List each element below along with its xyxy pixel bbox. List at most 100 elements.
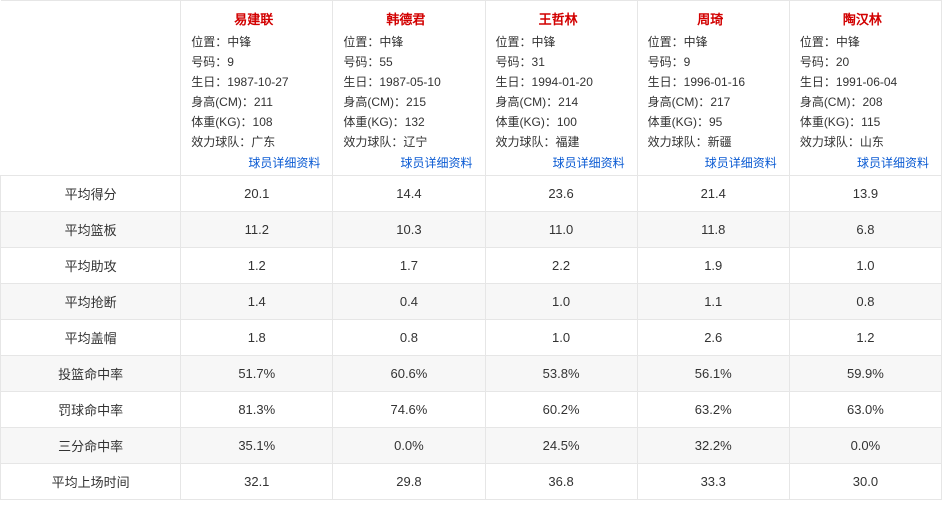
stat-value: 60.2% xyxy=(485,392,637,428)
player-detail-link[interactable]: 球员详细资料 xyxy=(343,154,478,171)
stat-value: 36.8 xyxy=(485,464,637,500)
player-header-cell: 王哲林 位置：中锋 号码：31 生日：1994-01-20 身高(CM)：214… xyxy=(485,1,637,176)
stat-value: 2.6 xyxy=(637,320,789,356)
stat-value: 29.8 xyxy=(333,464,485,500)
stat-value: 32.1 xyxy=(181,464,333,500)
stat-row: 平均得分20.114.423.621.413.9 xyxy=(1,176,942,212)
player-team: 效力球队：山东 xyxy=(800,132,935,152)
player-detail-link[interactable]: 球员详细资料 xyxy=(648,154,783,171)
player-detail-link[interactable]: 球员详细资料 xyxy=(191,154,326,171)
stat-value: 59.9% xyxy=(789,356,941,392)
player-detail-link[interactable]: 球员详细资料 xyxy=(800,154,935,171)
player-team: 效力球队：广东 xyxy=(191,132,326,152)
stat-value: 63.2% xyxy=(637,392,789,428)
player-birthday: 生日：1996-01-16 xyxy=(648,72,783,92)
player-number: 号码：9 xyxy=(191,52,326,72)
stat-value: 11.8 xyxy=(637,212,789,248)
stat-row: 平均篮板11.210.311.011.86.8 xyxy=(1,212,942,248)
player-weight: 体重(KG)：95 xyxy=(648,112,783,132)
stat-value: 1.4 xyxy=(181,284,333,320)
player-team: 效力球队：福建 xyxy=(496,132,631,152)
stat-label: 平均篮板 xyxy=(1,212,181,248)
stat-value: 1.0 xyxy=(485,320,637,356)
stat-value: 0.8 xyxy=(789,284,941,320)
stat-label: 罚球命中率 xyxy=(1,392,181,428)
player-birthday: 生日：1987-05-10 xyxy=(343,72,478,92)
stat-value: 0.4 xyxy=(333,284,485,320)
player-height: 身高(CM)：211 xyxy=(191,92,326,112)
player-header-cell: 韩德君 位置：中锋 号码：55 生日：1987-05-10 身高(CM)：215… xyxy=(333,1,485,176)
stat-row: 三分命中率35.1%0.0%24.5%32.2%0.0% xyxy=(1,428,942,464)
player-number: 号码：9 xyxy=(648,52,783,72)
player-position: 位置：中锋 xyxy=(648,32,783,52)
stat-row: 投篮命中率51.7%60.6%53.8%56.1%59.9% xyxy=(1,356,942,392)
player-name: 韩德君 xyxy=(333,9,478,28)
stat-label: 平均助攻 xyxy=(1,248,181,284)
stat-row: 罚球命中率81.3%74.6%60.2%63.2%63.0% xyxy=(1,392,942,428)
player-position: 位置：中锋 xyxy=(343,32,478,52)
stat-value: 56.1% xyxy=(637,356,789,392)
stat-row: 平均上场时间32.129.836.833.330.0 xyxy=(1,464,942,500)
player-weight: 体重(KG)：132 xyxy=(343,112,478,132)
player-header-cell: 陶汉林 位置：中锋 号码：20 生日：1991-06-04 身高(CM)：208… xyxy=(789,1,941,176)
stat-value: 33.3 xyxy=(637,464,789,500)
stat-value: 6.8 xyxy=(789,212,941,248)
stat-row: 平均助攻1.21.72.21.91.0 xyxy=(1,248,942,284)
player-weight: 体重(KG)：108 xyxy=(191,112,326,132)
stats-body: 平均得分20.114.423.621.413.9平均篮板11.210.311.0… xyxy=(1,176,942,500)
stat-value: 20.1 xyxy=(181,176,333,212)
stat-value: 1.9 xyxy=(637,248,789,284)
stat-label: 三分命中率 xyxy=(1,428,181,464)
stat-value: 81.3% xyxy=(181,392,333,428)
player-weight: 体重(KG)：115 xyxy=(800,112,935,132)
player-birthday: 生日：1991-06-04 xyxy=(800,72,935,92)
stat-value: 1.0 xyxy=(485,284,637,320)
player-name: 陶汉林 xyxy=(790,9,935,28)
player-team: 效力球队：新疆 xyxy=(648,132,783,152)
stat-value: 53.8% xyxy=(485,356,637,392)
player-number: 号码：55 xyxy=(343,52,478,72)
stat-value: 1.0 xyxy=(789,248,941,284)
stat-value: 11.2 xyxy=(181,212,333,248)
player-name: 周琦 xyxy=(638,9,783,28)
stat-label: 平均盖帽 xyxy=(1,320,181,356)
player-name: 王哲林 xyxy=(486,9,631,28)
stat-value: 1.8 xyxy=(181,320,333,356)
stat-label: 平均得分 xyxy=(1,176,181,212)
stat-value: 2.2 xyxy=(485,248,637,284)
stat-value: 0.0% xyxy=(789,428,941,464)
player-birthday: 生日：1987-10-27 xyxy=(191,72,326,92)
player-header-cell: 周琦 位置：中锋 号码：9 生日：1996-01-16 身高(CM)：217 体… xyxy=(637,1,789,176)
player-comparison-table: 易建联 位置：中锋 号码：9 生日：1987-10-27 身高(CM)：211 … xyxy=(0,0,942,500)
stat-value: 23.6 xyxy=(485,176,637,212)
stat-value: 35.1% xyxy=(181,428,333,464)
stat-value: 1.2 xyxy=(789,320,941,356)
stat-value: 1.7 xyxy=(333,248,485,284)
stat-value: 0.8 xyxy=(333,320,485,356)
stat-value: 0.0% xyxy=(333,428,485,464)
player-height: 身高(CM)：215 xyxy=(343,92,478,112)
player-team: 效力球队：辽宁 xyxy=(343,132,478,152)
stat-label: 平均上场时间 xyxy=(1,464,181,500)
stat-row: 平均抢断1.40.41.01.10.8 xyxy=(1,284,942,320)
header-empty-cell xyxy=(1,1,181,176)
stat-value: 74.6% xyxy=(333,392,485,428)
player-position: 位置：中锋 xyxy=(191,32,326,52)
player-number: 号码：20 xyxy=(800,52,935,72)
player-name: 易建联 xyxy=(181,9,326,28)
stat-value: 24.5% xyxy=(485,428,637,464)
stat-value: 1.1 xyxy=(637,284,789,320)
player-weight: 体重(KG)：100 xyxy=(496,112,631,132)
player-detail-link[interactable]: 球员详细资料 xyxy=(496,154,631,171)
player-header-cell: 易建联 位置：中锋 号码：9 生日：1987-10-27 身高(CM)：211 … xyxy=(181,1,333,176)
player-header-row: 易建联 位置：中锋 号码：9 生日：1987-10-27 身高(CM)：211 … xyxy=(1,1,942,176)
stat-value: 32.2% xyxy=(637,428,789,464)
player-height: 身高(CM)：214 xyxy=(496,92,631,112)
player-height: 身高(CM)：208 xyxy=(800,92,935,112)
player-birthday: 生日：1994-01-20 xyxy=(496,72,631,92)
stat-row: 平均盖帽1.80.81.02.61.2 xyxy=(1,320,942,356)
stat-value: 11.0 xyxy=(485,212,637,248)
player-height: 身高(CM)：217 xyxy=(648,92,783,112)
stat-label: 平均抢断 xyxy=(1,284,181,320)
stat-value: 14.4 xyxy=(333,176,485,212)
